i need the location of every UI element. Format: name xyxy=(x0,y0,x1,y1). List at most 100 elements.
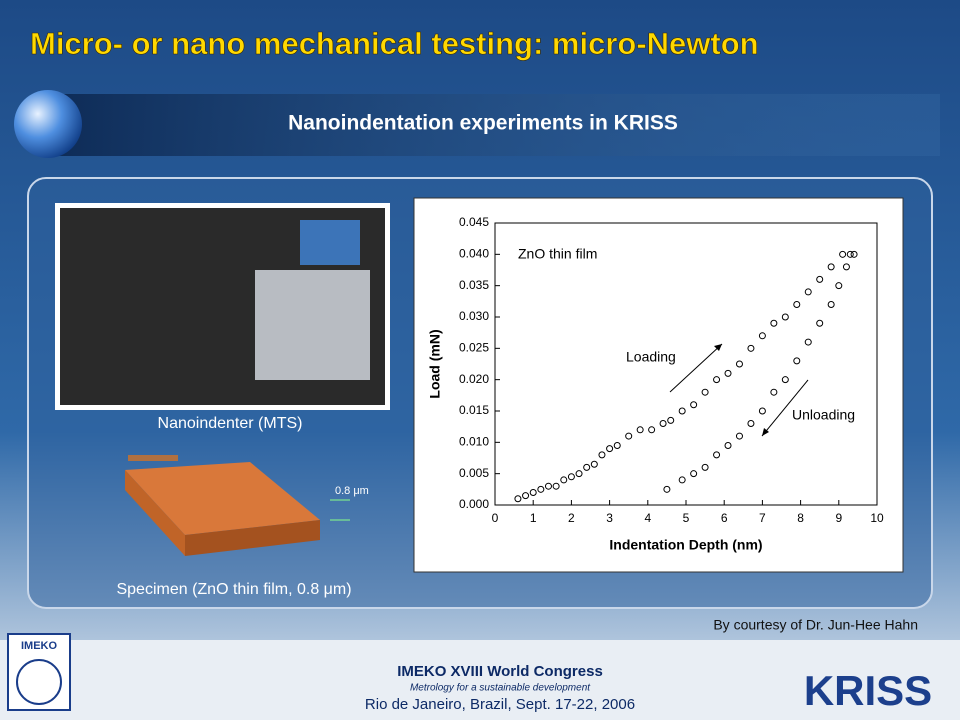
slide-title: Micro- or nano mechanical testing: micro… xyxy=(30,26,759,61)
x-tick-label: 3 xyxy=(606,511,613,525)
x-tick-label: 9 xyxy=(835,511,842,525)
x-tick-label: 0 xyxy=(492,511,499,525)
data-point xyxy=(529,488,537,496)
data-point xyxy=(724,369,732,377)
data-point xyxy=(747,344,755,352)
data-point xyxy=(625,432,633,440)
arrow-head xyxy=(762,428,769,436)
data-point xyxy=(793,357,801,365)
data-point xyxy=(804,288,812,296)
footer-congress: IMEKO XVIII World Congress xyxy=(397,663,603,680)
x-tick-label: 5 xyxy=(683,511,690,525)
data-point xyxy=(827,263,835,271)
y-tick-label: 0.045 xyxy=(459,215,489,229)
logo-left: IMEKO xyxy=(21,640,58,652)
data-point xyxy=(544,482,552,490)
x-axis-label: Indentation Depth (nm) xyxy=(609,537,762,553)
data-point xyxy=(713,451,721,459)
data-point xyxy=(816,319,824,327)
loading-arrow xyxy=(669,343,723,393)
data-point xyxy=(735,360,743,368)
globe-icon xyxy=(16,659,62,705)
series-label: Loading xyxy=(626,349,676,365)
x-tick-label: 10 xyxy=(870,511,884,525)
series-label: Unloading xyxy=(792,407,855,423)
data-point xyxy=(552,482,560,490)
data-point xyxy=(567,473,575,481)
data-point xyxy=(701,388,709,396)
data-point xyxy=(816,275,824,283)
specimen-caption: Specimen (ZnO thin film, 0.8 μm) xyxy=(116,581,351,598)
data-point xyxy=(735,432,743,440)
annotation: ZnO thin film xyxy=(518,246,597,262)
data-point xyxy=(827,300,835,308)
x-tick-label: 1 xyxy=(530,511,537,525)
data-point xyxy=(667,416,675,424)
subtitle-bar xyxy=(40,94,940,156)
data-point xyxy=(678,407,686,415)
data-point xyxy=(701,463,709,471)
data-point xyxy=(537,485,545,493)
x-tick-label: 8 xyxy=(797,511,804,525)
data-point xyxy=(678,476,686,484)
y-tick-label: 0.000 xyxy=(459,497,489,511)
x-tick-label: 7 xyxy=(759,511,766,525)
data-point xyxy=(781,376,789,384)
courtesy: By courtesy of Dr. Jun-Hee Hahn xyxy=(713,617,918,633)
data-point xyxy=(770,388,778,396)
y-tick-label: 0.035 xyxy=(459,278,489,292)
data-point xyxy=(839,250,847,258)
data-point xyxy=(747,420,755,428)
specimen-front xyxy=(125,470,185,556)
y-tick-label: 0.010 xyxy=(459,435,489,449)
data-point xyxy=(690,401,698,409)
data-point xyxy=(522,492,530,500)
data-point xyxy=(842,263,850,271)
data-point xyxy=(590,460,598,468)
data-point xyxy=(648,426,656,434)
y-tick-label: 0.005 xyxy=(459,466,489,480)
data-point xyxy=(850,250,858,258)
data-point xyxy=(575,470,583,478)
arrow-head xyxy=(714,344,722,351)
x-tick-label: 2 xyxy=(568,511,575,525)
color-scale xyxy=(128,455,178,461)
data-point xyxy=(690,470,698,478)
data-point xyxy=(781,313,789,321)
data-point xyxy=(846,250,854,258)
slide-subtitle: Nanoindentation experiments in KRISS xyxy=(288,112,678,135)
plot: 0 1 2 3 4 5 6 7 8 9 10 0.000 0.005 0.010 0.015 0.020 0.0… xyxy=(427,215,884,553)
photo-stage xyxy=(255,270,370,380)
data-point xyxy=(583,463,591,471)
data-point xyxy=(663,485,671,493)
specimen-top xyxy=(125,462,320,535)
footer-motto: Metrology for a sustainable development xyxy=(410,683,591,694)
photo-caption: Nanoindenter (MTS) xyxy=(158,415,303,432)
y-axis-label: Load (mN) xyxy=(427,329,443,398)
data-point xyxy=(713,376,721,384)
data-point xyxy=(636,426,644,434)
data-point xyxy=(804,338,812,346)
x-tick-label: 4 xyxy=(644,511,651,525)
y-tick-label: 0.025 xyxy=(459,341,489,355)
x-tick-label: 6 xyxy=(721,511,728,525)
data-point xyxy=(606,445,614,453)
footer-band xyxy=(0,640,960,720)
data-point xyxy=(514,495,522,503)
footer-place: Rio de Janeiro, Brazil, Sept. 17-22, 200… xyxy=(365,696,635,713)
specimen-side xyxy=(185,520,320,556)
data-point xyxy=(724,441,732,449)
y-tick-label: 0.040 xyxy=(459,247,489,261)
y-tick-label: 0.030 xyxy=(459,309,489,323)
data-point xyxy=(758,407,766,415)
data-point xyxy=(560,476,568,484)
data-point xyxy=(770,319,778,327)
data-point xyxy=(613,441,621,449)
data-point xyxy=(835,282,843,290)
unloading-arrow xyxy=(761,379,809,437)
logo-right: KRISS xyxy=(804,667,932,714)
sphere-icon xyxy=(14,90,82,158)
scale-label: 0.8 μm xyxy=(335,485,369,497)
